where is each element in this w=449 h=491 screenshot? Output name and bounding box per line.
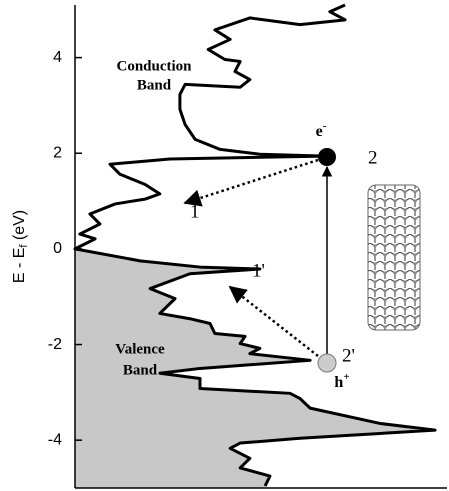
dos-line — [73, 3, 437, 487]
y-tick-label: -2 — [48, 336, 62, 353]
electron-label: e- — [316, 120, 327, 140]
y-axis-label-part: f — [18, 244, 30, 248]
y-tick-label: -4 — [48, 431, 62, 448]
y-tick-label: 4 — [53, 49, 62, 66]
hole-label-part: + — [343, 371, 349, 383]
state-label: 1 — [190, 201, 200, 222]
electron — [318, 148, 336, 166]
state-label: 2 — [368, 147, 378, 168]
hole-label: h+ — [334, 371, 349, 391]
hole — [317, 353, 337, 373]
valence-label: Band — [123, 362, 158, 378]
electron-label-part: e — [316, 123, 323, 140]
y-tick-label: 0 — [53, 240, 62, 257]
hole-label-part: h — [334, 374, 343, 391]
state-label: 1' — [252, 260, 265, 281]
y-axis-label-part: (eV) — [11, 210, 28, 245]
y-axis-label-part: E - E — [11, 248, 28, 284]
nanotube-body — [367, 184, 421, 331]
valence-fill — [75, 248, 436, 488]
valence-label: Valence — [115, 341, 165, 357]
state-label: 2' — [342, 345, 355, 366]
conduction-label: Conduction — [116, 58, 192, 74]
relax-arrow — [183, 158, 319, 207]
relax-arrow — [228, 285, 319, 357]
conduction-label: Band — [137, 77, 172, 93]
y-axis-label: E - Ef (eV) — [11, 210, 30, 283]
nanotube — [367, 184, 421, 331]
y-tick-label: 2 — [53, 144, 62, 161]
electron-label-part: - — [323, 120, 327, 132]
